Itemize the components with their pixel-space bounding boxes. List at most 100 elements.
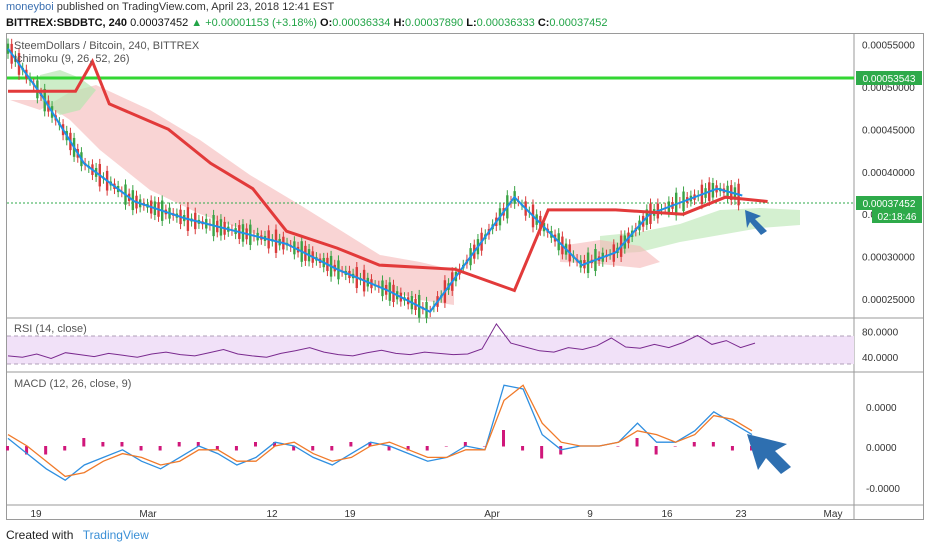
rsi-tick-label: 40.0000 (862, 353, 899, 364)
macd-histogram-bar (25, 446, 29, 455)
publish-line: moneyboi published on TradingView.com, A… (6, 1, 334, 13)
ichimoku-base-line (8, 58, 768, 293)
open-value: 0.00036334 (332, 17, 391, 29)
macd-histogram-bar (177, 442, 181, 447)
macd-histogram-bar (616, 446, 620, 447)
macd-histogram-bar (349, 442, 353, 447)
tradingview-logo-text[interactable]: TradingView (82, 528, 149, 542)
signal-line (7, 384, 753, 478)
price-tick-label: 0.00045000 (862, 125, 915, 136)
macd-histogram-bar (82, 438, 86, 447)
main-pane-title: SteemDollars / Bitcoin, 240, BITTREX (14, 40, 200, 52)
macd-histogram-bar (540, 446, 544, 459)
close-value: 0.00037452 (549, 17, 608, 29)
price-tick-label: 0.00025000 (862, 295, 915, 306)
price-series-group (6, 38, 768, 324)
macd-histogram-bar (463, 442, 467, 447)
macd-histogram-bar (730, 446, 734, 451)
rsi-tick-label: 80.0000 (862, 328, 899, 339)
macd-line (7, 384, 753, 481)
macd-histogram-bar (139, 446, 143, 451)
close-label: C: (537, 17, 550, 29)
macd-histogram-bar (425, 446, 429, 451)
macd-histogram-bar (215, 446, 219, 451)
created-with-text: Created with (6, 528, 74, 542)
macd-histogram-bar (635, 438, 639, 447)
time-tick-label: May (824, 509, 843, 520)
high-value: 0.00037890 (405, 17, 464, 29)
last-price: 0.00037452 (130, 17, 189, 29)
macd-histogram-bar (254, 442, 257, 447)
macd-label: MACD (12, 26, close, 9) (14, 378, 132, 390)
macd-histogram-bar (273, 442, 277, 447)
low-label: L: (466, 17, 477, 29)
macd-histogram-bar (311, 446, 315, 451)
rsi-band (7, 336, 854, 364)
countdown-badge (872, 210, 922, 223)
macd-tick-label: -0.0000 (866, 484, 900, 495)
macd-histogram-bar (234, 446, 238, 451)
author-link[interactable]: moneyboi (6, 1, 54, 13)
time-tick-label: 16 (661, 509, 673, 520)
arrow-icon (745, 210, 767, 235)
time-tick-label: 12 (266, 509, 278, 520)
chart-frame (6, 33, 924, 520)
macd-histogram-bar (63, 446, 67, 451)
macd-axis-labels: 0.0000 0.0000 -0.0000 (866, 403, 900, 495)
current-price-badge-text: 0.00037452 (863, 199, 916, 210)
macd-histogram-bar (521, 446, 525, 451)
open-label: O: (320, 17, 333, 29)
rsi-label: RSI (14, close) (14, 323, 87, 335)
macd-histogram-bar (444, 446, 448, 447)
price-change: ▲ +0.00001153 (+3.18%) (191, 17, 317, 29)
symbol-line: BITTREX:SBDBTC, 240 0.00037452 ▲ +0.0000… (6, 17, 608, 29)
price-tick-label: 0.00030000 (862, 253, 915, 264)
macd-histogram-bar (673, 446, 677, 447)
macd-histogram-bar (692, 442, 696, 447)
macd-histogram-bar (6, 446, 9, 451)
arrow-icon (747, 434, 791, 474)
rsi-line (7, 322, 756, 360)
macd-histogram-bar (502, 430, 505, 447)
macd-histogram-bar (101, 442, 105, 447)
resistance-badge-text: 0.00053543 (863, 74, 916, 85)
current-price-badge (856, 196, 922, 210)
macd-histogram-bar (120, 442, 124, 447)
macd-histogram-bar (44, 446, 48, 455)
price-tick-label: 0.00050000 (862, 83, 915, 94)
high-label: H: (393, 17, 406, 29)
macd-tick-label: 0.0000 (866, 403, 897, 414)
ichimoku-cloud-red (10, 85, 454, 305)
countdown-badge-text: 02:18:46 (878, 212, 917, 223)
time-tick-label: Apr (484, 509, 500, 520)
footer: Created with TradingView (6, 528, 149, 542)
time-axis-labels: 19 Mar 12 19 Apr 9 16 23 May (30, 509, 842, 520)
macd-histogram-bar (292, 446, 296, 451)
macd-histogram-bar (387, 446, 391, 451)
macd-histogram-bar (158, 446, 162, 451)
resistance-badge (856, 71, 922, 85)
time-tick-label: 19 (344, 509, 356, 520)
macd-histogram-bar (406, 446, 410, 451)
macd-histogram-bar (654, 446, 658, 455)
symbol: BITTREX:SBDBTC, 240 (6, 17, 128, 29)
macd-histogram-bar (330, 446, 334, 451)
price-axis-bg (854, 34, 923, 519)
macd-histogram-bar (482, 446, 486, 447)
time-tick-label: 9 (587, 509, 593, 520)
macd-histogram-bar (196, 442, 200, 447)
price-tick-label: 0.00040000 (862, 168, 915, 179)
ichimoku-label: Ichimoku (9, 26, 52, 26) (14, 53, 130, 65)
time-tick-label: 23 (735, 509, 747, 520)
price-tick-label: 0.00055000 (862, 40, 915, 51)
time-tick-label: Mar (139, 509, 157, 520)
macd-series-group (6, 384, 753, 481)
rsi-series-group (7, 322, 756, 360)
low-value: 0.00036333 (476, 17, 535, 29)
time-tick-label: 19 (30, 509, 42, 520)
macd-tick-label: 0.0000 (866, 443, 897, 454)
rsi-axis-labels: 80.0000 40.0000 (862, 328, 899, 365)
macd-histogram-bar (368, 442, 372, 447)
publish-info: published on TradingView.com, April 23, … (56, 1, 335, 13)
